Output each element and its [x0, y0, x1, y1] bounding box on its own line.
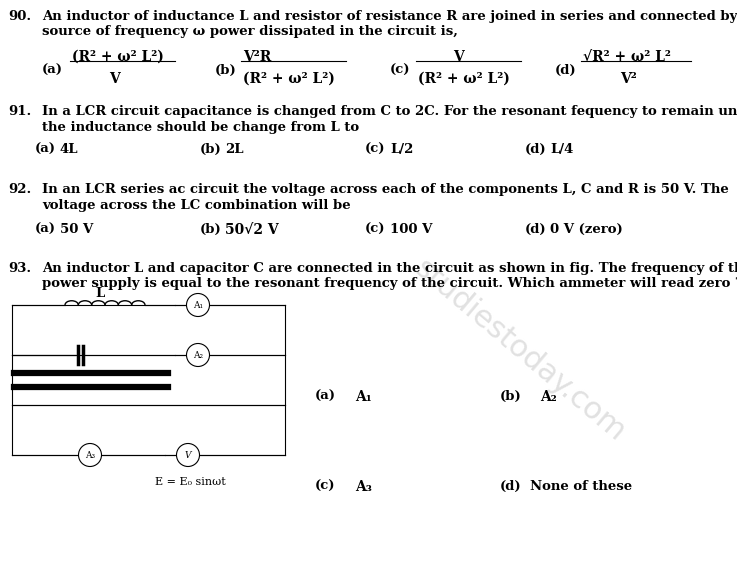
Text: V²R: V²R	[243, 50, 271, 64]
Text: (a): (a)	[35, 223, 56, 236]
Text: (R² + ω² L²): (R² + ω² L²)	[72, 50, 164, 64]
Text: 4L: 4L	[60, 143, 79, 156]
Text: A₃: A₃	[355, 480, 372, 494]
Text: V: V	[453, 50, 464, 64]
Text: V: V	[109, 72, 119, 86]
Circle shape	[79, 443, 102, 466]
Text: L/2: L/2	[390, 143, 413, 156]
Text: 91.: 91.	[8, 105, 31, 118]
Text: voltage across the LC combination will be: voltage across the LC combination will b…	[42, 199, 351, 212]
Text: 50 V: 50 V	[60, 223, 94, 236]
Text: L/4: L/4	[550, 143, 573, 156]
Circle shape	[176, 443, 200, 466]
Text: (a): (a)	[35, 143, 56, 156]
Text: 100 V: 100 V	[390, 223, 433, 236]
Text: √R² + ω² L²: √R² + ω² L²	[583, 50, 671, 64]
Text: 50√2 V: 50√2 V	[225, 223, 279, 237]
Text: In a LCR circuit capacitance is changed from C to 2C. For the resonant fequency : In a LCR circuit capacitance is changed …	[42, 105, 737, 118]
Text: 92.: 92.	[8, 183, 31, 196]
Text: (b): (b)	[200, 223, 222, 236]
Text: A₂: A₂	[193, 350, 203, 359]
Text: (R² + ω² L²): (R² + ω² L²)	[418, 72, 510, 86]
Text: source of frequency ω power dissipated in the circuit is,: source of frequency ω power dissipated i…	[42, 25, 458, 38]
Text: (c): (c)	[365, 143, 385, 156]
Text: (b): (b)	[200, 143, 222, 156]
Text: E = E₀ sinωt: E = E₀ sinωt	[155, 477, 226, 487]
Text: In an LCR series ac circuit the voltage across each of the components L, C and R: In an LCR series ac circuit the voltage …	[42, 183, 729, 196]
Text: V²: V²	[620, 72, 637, 86]
Text: A₃: A₃	[85, 451, 95, 460]
Text: the inductance should be change from L to: the inductance should be change from L t…	[42, 121, 359, 134]
Text: L: L	[95, 287, 104, 300]
Text: (R² + ω² L²): (R² + ω² L²)	[243, 72, 335, 86]
Text: A₂: A₂	[540, 390, 556, 404]
Text: V: V	[185, 451, 191, 460]
Text: A₁: A₁	[193, 301, 203, 310]
Circle shape	[186, 343, 209, 367]
Text: 90.: 90.	[8, 10, 31, 23]
Circle shape	[186, 293, 209, 316]
Text: (c): (c)	[365, 223, 385, 236]
Text: 2L: 2L	[225, 143, 243, 156]
Text: (a): (a)	[315, 390, 336, 403]
Text: (d): (d)	[525, 143, 547, 156]
Text: 93.: 93.	[8, 262, 31, 275]
Text: An inductor L and capacitor C are connected in the circuit as shown in fig. The : An inductor L and capacitor C are connec…	[42, 262, 737, 275]
Text: studiestoday.com: studiestoday.com	[409, 253, 632, 447]
Text: (a): (a)	[42, 64, 63, 77]
Text: An inductor of inductance L and resistor of resistance R are joined in series an: An inductor of inductance L and resistor…	[42, 10, 737, 23]
Text: (d): (d)	[525, 223, 547, 236]
Text: (b): (b)	[500, 390, 522, 403]
Text: power supply is equal to the resonant frequency of the circuit. Which ammeter wi: power supply is equal to the resonant fr…	[42, 277, 737, 290]
Text: (d): (d)	[555, 64, 576, 77]
Text: A₁: A₁	[355, 390, 372, 404]
Text: (c): (c)	[390, 64, 411, 77]
Text: 0 V (zero): 0 V (zero)	[550, 223, 623, 236]
Text: None of these: None of these	[530, 480, 632, 493]
Text: (d): (d)	[500, 480, 522, 493]
Text: (b): (b)	[215, 64, 237, 77]
Text: (c): (c)	[315, 480, 335, 493]
